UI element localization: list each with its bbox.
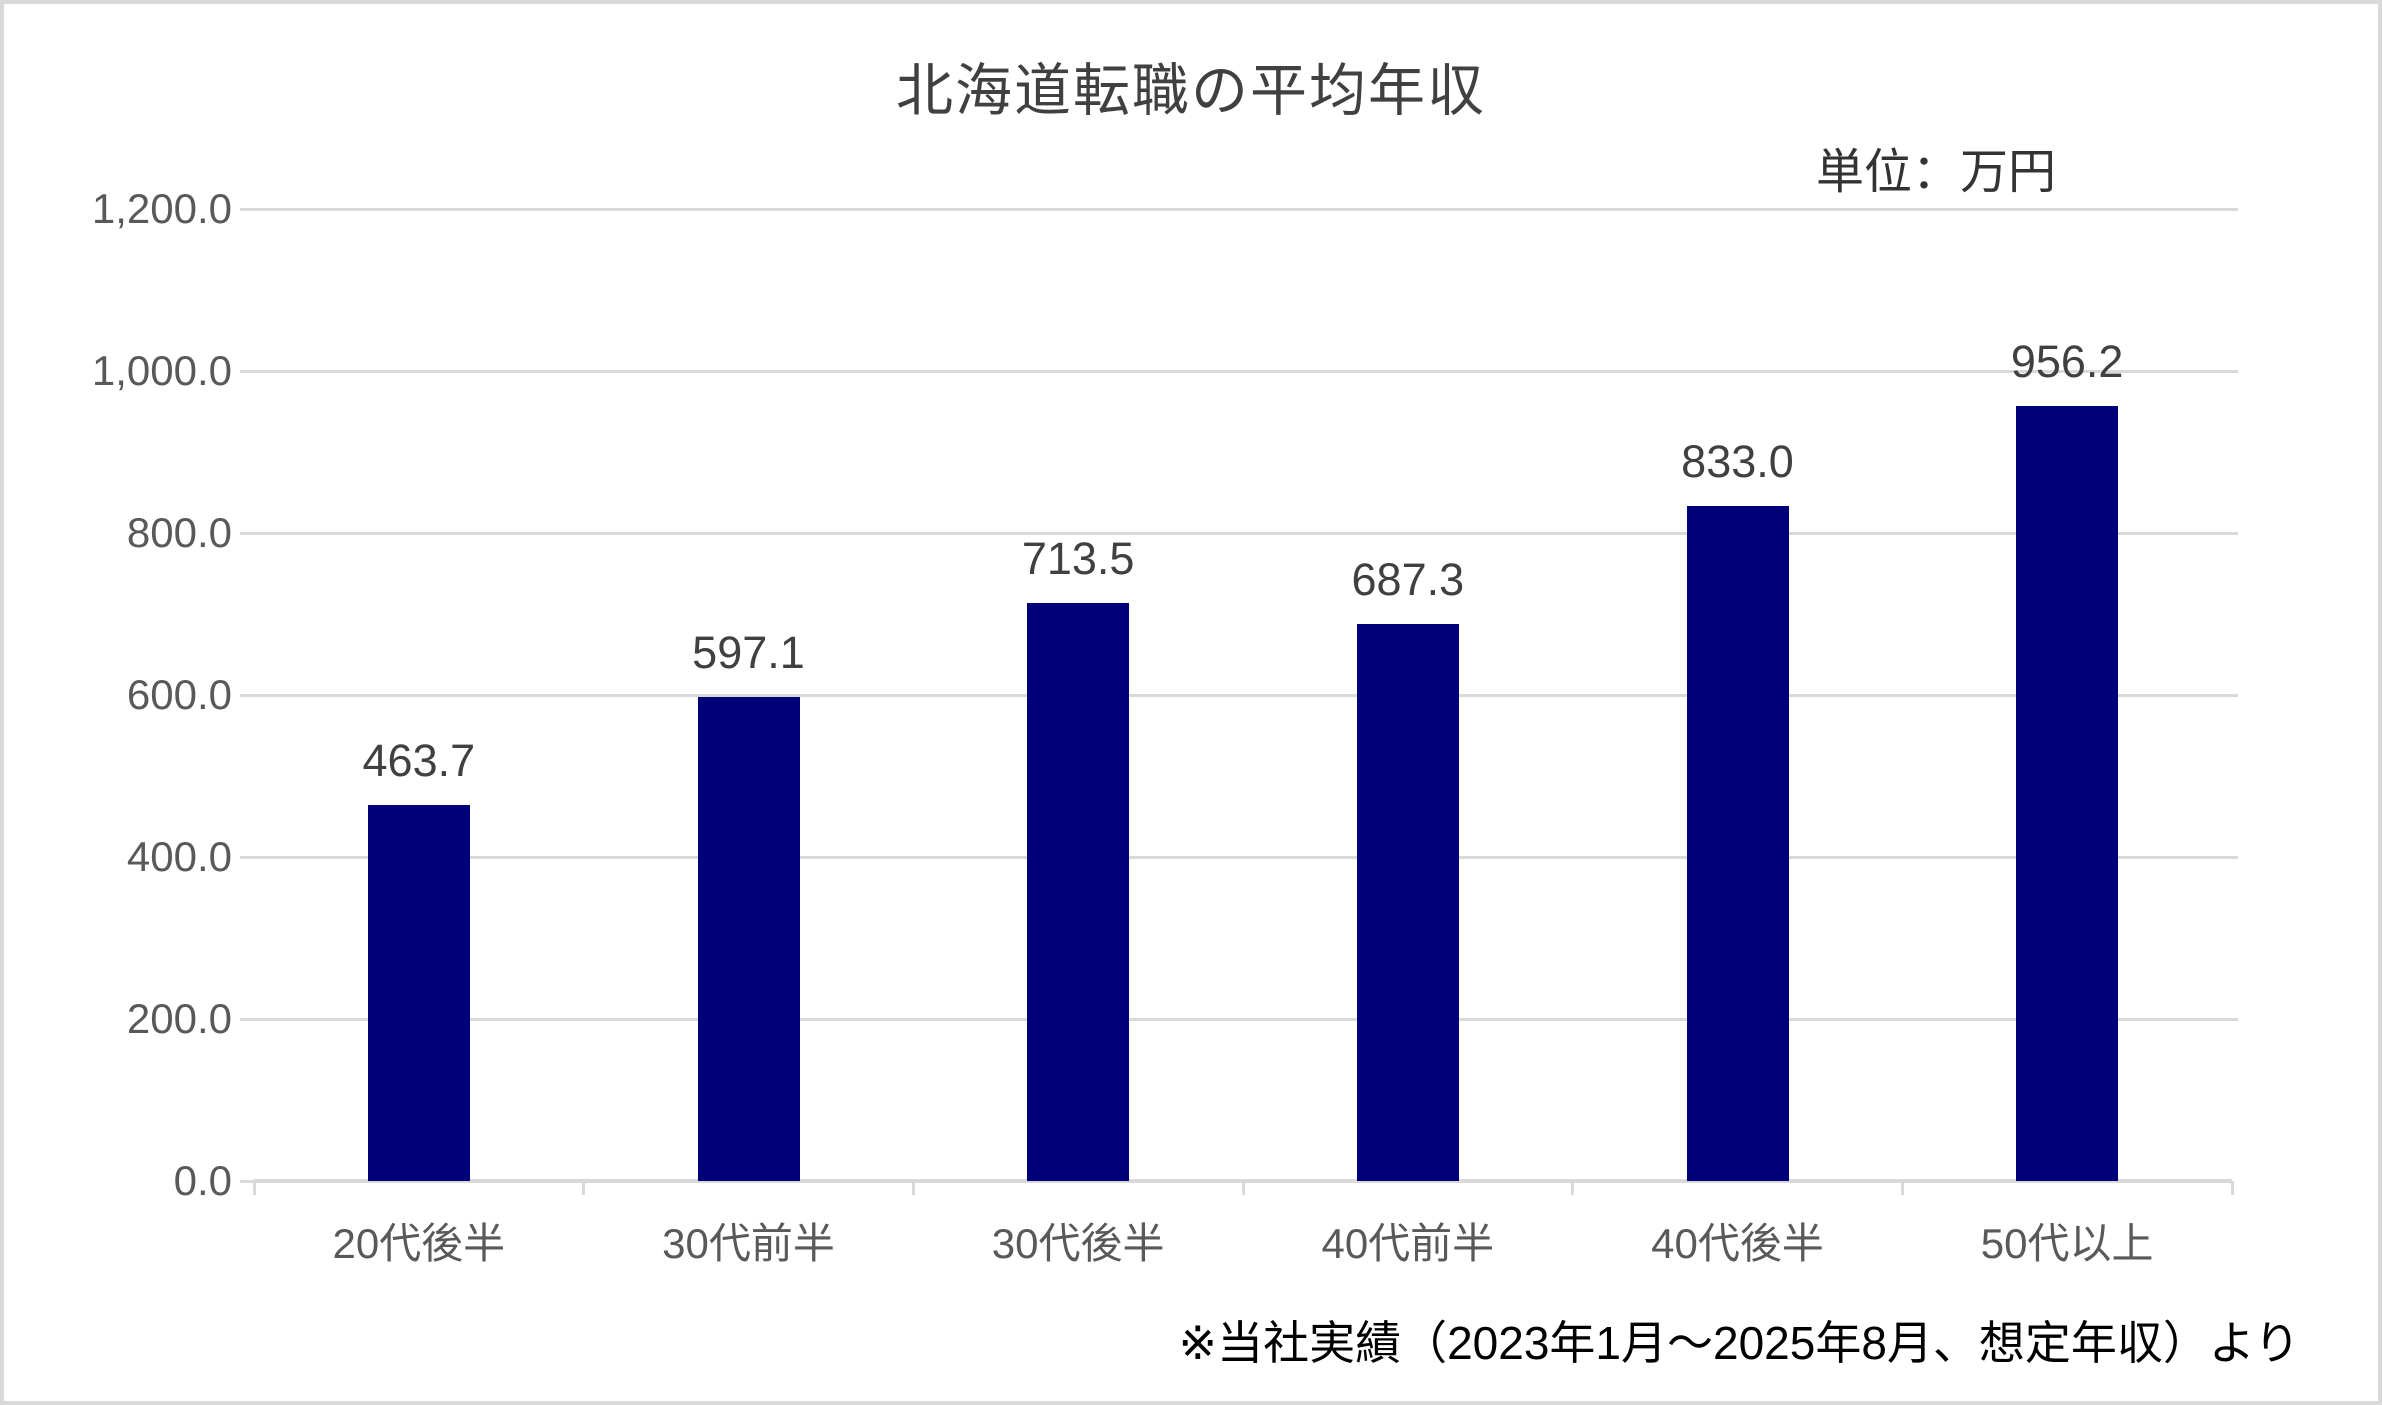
gridline bbox=[248, 693, 2238, 697]
chart-footnote: ※当社実績（2023年1月～2025年8月、想定年収）より bbox=[1178, 1317, 2300, 1369]
category-label: 20代後半 bbox=[332, 1220, 506, 1267]
y-axis-tick bbox=[240, 1179, 254, 1183]
gridline bbox=[248, 1017, 2238, 1021]
chart-title: 北海道転職の平均年収 bbox=[896, 59, 1486, 123]
data-label: 956.2 bbox=[2010, 336, 2124, 388]
y-axis-tick bbox=[240, 207, 254, 211]
x-axis-tick bbox=[582, 1181, 586, 1195]
data-label: 713.5 bbox=[1021, 533, 1135, 585]
plot-area: 463.7 20代後半 597.1 30代前半 713.5 30代後半 687.3 40代前半… bbox=[240, 207, 2238, 1265]
bar bbox=[697, 697, 800, 1181]
y-tick-label: 1,200.0 bbox=[91, 185, 232, 232]
y-axis-tick bbox=[240, 855, 254, 859]
y-tick-label: 800.0 bbox=[126, 509, 232, 556]
bar bbox=[1356, 624, 1459, 1181]
category-label: 30代後半 bbox=[991, 1220, 1165, 1267]
x-axis-tick bbox=[252, 1181, 256, 1195]
gridline bbox=[248, 369, 2238, 373]
x-axis-tick bbox=[1571, 1181, 1575, 1195]
y-tick-label: 600.0 bbox=[126, 671, 232, 718]
x-axis-tick bbox=[2230, 1181, 2234, 1195]
category-label: 40代前半 bbox=[1321, 1220, 1495, 1267]
x-axis-tick bbox=[1241, 1181, 1245, 1195]
data-label: 687.3 bbox=[1351, 554, 1465, 606]
gridline bbox=[248, 855, 2238, 859]
y-axis-tick bbox=[240, 369, 254, 373]
data-label: 463.7 bbox=[362, 735, 476, 787]
category-label: 40代後半 bbox=[1651, 1220, 1824, 1267]
y-tick-label: 200.0 bbox=[126, 995, 232, 1042]
category-label: 50代以上 bbox=[1980, 1220, 2154, 1267]
bar bbox=[1027, 603, 1130, 1181]
y-tick-label: 0.0 bbox=[173, 1157, 232, 1204]
y-tick-label: 400.0 bbox=[126, 833, 232, 880]
data-label: 597.1 bbox=[692, 627, 805, 679]
data-label: 833.0 bbox=[1681, 436, 1794, 488]
bar bbox=[367, 805, 470, 1181]
y-tick-label: 1,000.0 bbox=[91, 347, 232, 394]
category-label: 30代前半 bbox=[662, 1220, 835, 1267]
gridline bbox=[248, 207, 2238, 211]
y-axis-tick bbox=[240, 1017, 254, 1021]
x-axis-tick bbox=[1900, 1181, 1904, 1195]
y-axis-tick bbox=[240, 693, 254, 697]
unit-label: 単位：万円 bbox=[1815, 146, 2056, 199]
gridline bbox=[248, 531, 2238, 535]
bar bbox=[1686, 506, 1789, 1181]
bar bbox=[2016, 406, 2119, 1181]
x-axis-tick bbox=[911, 1181, 915, 1195]
y-axis-tick bbox=[240, 531, 254, 535]
